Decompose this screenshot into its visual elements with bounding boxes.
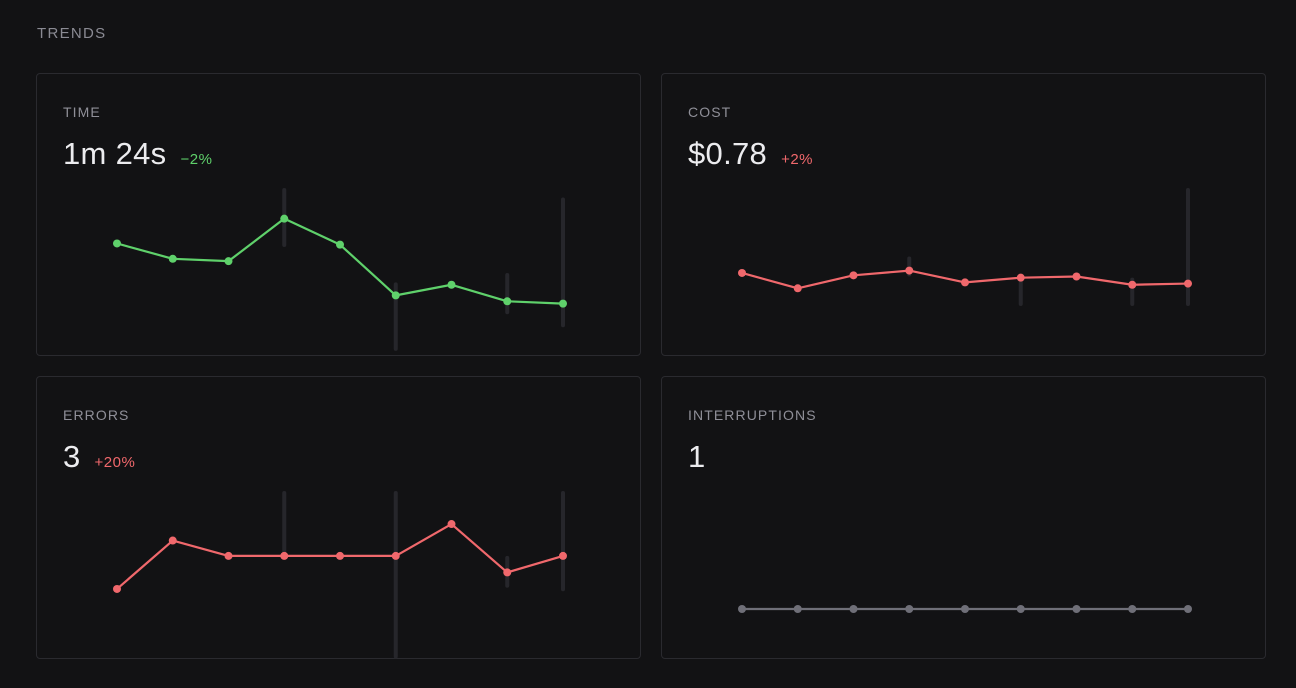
sparkline-chart xyxy=(113,491,567,659)
metric-label: INTERRUPTIONS xyxy=(688,407,817,423)
range-bar xyxy=(282,491,287,556)
sparkline-chart xyxy=(738,188,1192,306)
data-point[interactable] xyxy=(559,551,567,560)
metric-delta: +2% xyxy=(781,151,814,168)
range-bar xyxy=(393,491,398,659)
sparkline-chart xyxy=(113,188,567,351)
data-point[interactable] xyxy=(905,266,914,275)
range-bar xyxy=(1186,188,1190,306)
section-title: TRENDS xyxy=(37,25,107,42)
metric-value: 3 xyxy=(63,439,81,474)
metric-value-row: 1 xyxy=(688,439,706,475)
metric-value-row: 1m 24s −2% xyxy=(63,136,212,172)
data-point[interactable] xyxy=(1184,279,1192,288)
data-point[interactable] xyxy=(849,271,858,280)
data-point[interactable] xyxy=(905,605,914,613)
data-point[interactable] xyxy=(280,551,289,560)
metric-value-row: 3 +20% xyxy=(63,439,135,475)
data-point[interactable] xyxy=(961,278,969,287)
data-point[interactable] xyxy=(280,214,289,223)
data-point[interactable] xyxy=(738,605,746,613)
data-point[interactable] xyxy=(224,257,233,266)
metric-card-interruptions: INTERRUPTIONS 1 xyxy=(661,376,1266,659)
data-point[interactable] xyxy=(113,239,121,248)
metric-card-errors: ERRORS 3 +20% xyxy=(36,376,641,659)
data-point[interactable] xyxy=(1128,605,1137,613)
data-point[interactable] xyxy=(961,605,969,613)
data-point[interactable] xyxy=(391,291,400,300)
data-point[interactable] xyxy=(168,254,177,263)
metric-card-time: TIME 1m 24s −2% xyxy=(36,73,641,356)
data-point[interactable] xyxy=(113,584,121,593)
metric-card-cost: COST $0.78 +2% xyxy=(661,73,1266,356)
data-point[interactable] xyxy=(503,568,512,577)
data-point[interactable] xyxy=(1016,605,1025,613)
data-point[interactable] xyxy=(391,551,400,560)
range-bar xyxy=(561,491,565,592)
data-point[interactable] xyxy=(447,520,456,529)
data-point[interactable] xyxy=(1016,273,1025,282)
data-point[interactable] xyxy=(1072,272,1081,281)
data-point[interactable] xyxy=(336,240,344,249)
range-bar xyxy=(393,282,398,351)
data-point[interactable] xyxy=(503,297,512,306)
data-point[interactable] xyxy=(559,299,567,308)
metric-value: 1 xyxy=(688,439,706,474)
range-bar xyxy=(1018,277,1023,306)
metric-delta: +20% xyxy=(94,454,136,471)
data-point[interactable] xyxy=(1072,605,1081,613)
metric-value-row: $0.78 +2% xyxy=(688,136,813,172)
series-line xyxy=(116,217,564,305)
metric-label: ERRORS xyxy=(63,407,130,423)
data-point[interactable] xyxy=(336,551,344,560)
data-point[interactable] xyxy=(793,284,802,293)
data-point[interactable] xyxy=(738,268,746,277)
range-bar xyxy=(561,197,565,328)
data-point[interactable] xyxy=(168,536,177,545)
data-point[interactable] xyxy=(447,280,456,289)
metric-value: $0.78 xyxy=(688,136,768,171)
metric-value: 1m 24s xyxy=(63,136,167,171)
data-point[interactable] xyxy=(849,605,858,613)
sparkline-chart xyxy=(738,605,1192,613)
metric-label: COST xyxy=(688,104,732,120)
data-point[interactable] xyxy=(1184,605,1192,613)
data-point[interactable] xyxy=(224,551,233,560)
data-point[interactable] xyxy=(1128,280,1137,289)
data-point[interactable] xyxy=(793,605,802,613)
range-bar xyxy=(505,272,510,315)
metric-delta: −2% xyxy=(180,151,213,168)
metric-label: TIME xyxy=(63,104,101,120)
